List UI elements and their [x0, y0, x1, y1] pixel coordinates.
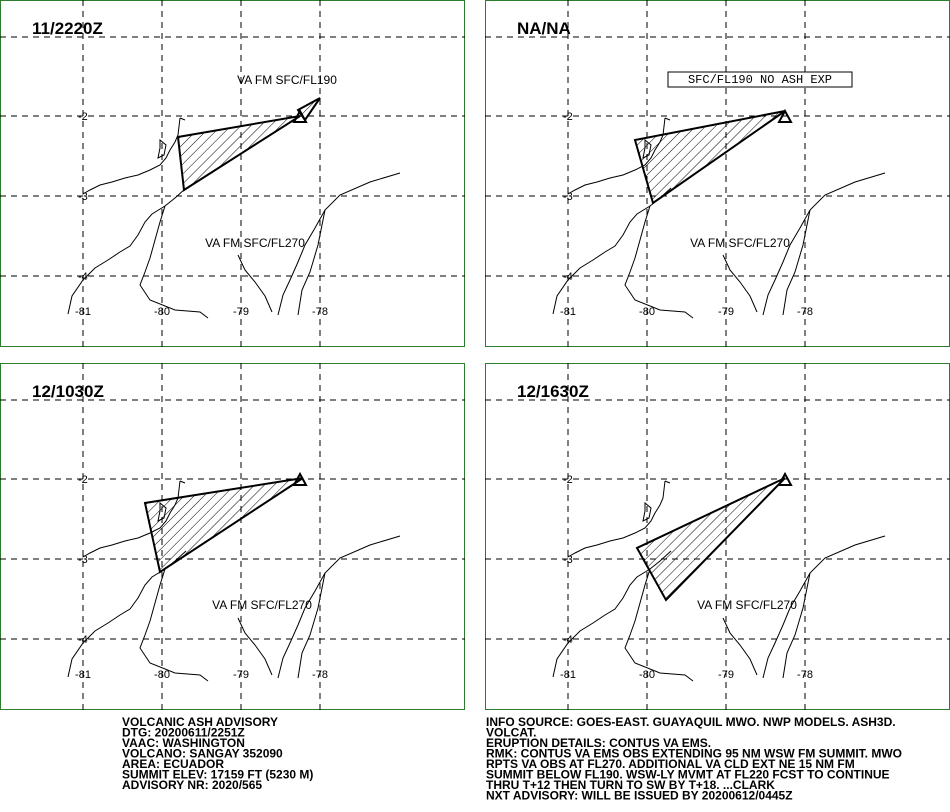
- lat-label: -2: [563, 474, 573, 486]
- advisory-line: THRU T+12 THEN TURN TO SW BY T+18. ...CL…: [486, 778, 775, 792]
- ash-polygon: [176, 115, 301, 192]
- annotation: VA FM SFC/FL270: [690, 236, 790, 250]
- panel-time: NA/NA: [517, 19, 571, 38]
- panel-frame: [0, 0, 465, 347]
- advisory-line: NXT ADVISORY: WILL BE ISSUED BY 20200612…: [486, 789, 793, 803]
- lon-label: -79: [233, 669, 249, 681]
- lat-label: -4: [78, 271, 88, 283]
- annotation: VA FM SFC/FL270: [212, 598, 312, 612]
- panel-time: 11/2220Z: [32, 19, 103, 38]
- lon-label: -81: [560, 669, 576, 681]
- advisory-line: INFO SOURCE: GOES-EAST. GUAYAQUIL MWO. N…: [486, 715, 896, 729]
- ash-polygon: [635, 477, 786, 602]
- panel: VA FM SFC/FL270 12/1030Z -2 -3 -4 -81 -80 -79 -…: [0, 363, 465, 710]
- advisory-line: ERUPTION DETAILS: CONTUS VA EMS.: [486, 736, 711, 750]
- lat-label: -2: [563, 111, 573, 123]
- ash-polygon: [296, 97, 321, 122]
- lon-label: -78: [312, 306, 328, 318]
- ash-polygon: [143, 477, 304, 574]
- advisory-line: ADVISORY NR: 2020/565: [122, 778, 262, 792]
- lon-label: -80: [154, 306, 170, 318]
- advisory-line: VOLCAT.: [486, 726, 536, 740]
- panel-time: 12/1630Z: [517, 382, 589, 401]
- lat-label: -4: [78, 634, 88, 646]
- advisory-line: VAAC: WASHINGTON: [122, 736, 245, 750]
- annotation: VA FM SFC/FL190: [237, 73, 337, 87]
- lon-label: -79: [718, 669, 734, 681]
- ash-polygon: [633, 110, 786, 205]
- panel-frame: [485, 0, 950, 347]
- panel: SFC/FL190 NO ASH EXP VA FM SFC/FL270 NA/…: [485, 0, 950, 347]
- lat-label: -3: [78, 554, 88, 566]
- lat-label: -4: [563, 634, 573, 646]
- advisory-line: SUMMIT BELOW FL190. WSW-LY MVMT AT FL220…: [486, 768, 890, 782]
- lon-label: -78: [312, 669, 328, 681]
- lat-label: -3: [78, 191, 88, 203]
- panel-frame: [0, 363, 465, 710]
- lat-label: -3: [563, 554, 573, 566]
- lat-label: -3: [563, 191, 573, 203]
- lon-label: -81: [75, 669, 91, 681]
- advisory-line: VOLCANIC ASH ADVISORY: [122, 715, 278, 729]
- lon-label: -79: [718, 306, 734, 318]
- panel: VA FM SFC/FL190 VA FM SFC/FL270 11/2220Z…: [0, 0, 465, 347]
- advisory-line: VOLCANO: SANGAY 352090: [122, 747, 283, 761]
- advisory-text: INFO SOURCE: GOES-EAST. GUAYAQUIL MWO. N…: [486, 715, 902, 803]
- lat-label: -2: [78, 111, 88, 123]
- advisory-line: RPTS VA OBS AT FL270. ADDITIONAL VA CLD …: [486, 757, 855, 771]
- lon-label: -78: [797, 669, 813, 681]
- lon-label: -81: [75, 306, 91, 318]
- advisory-line: AREA: ECUADOR: [122, 757, 224, 771]
- lon-label: -78: [797, 306, 813, 318]
- annotation: VA FM SFC/FL270: [205, 236, 305, 250]
- lon-label: -80: [154, 669, 170, 681]
- lat-label: -4: [563, 271, 573, 283]
- annotation: SFC/FL190 NO ASH EXP: [688, 73, 832, 87]
- advisory-line: RMK: CONTUS VA EMS OBS EXTENDING 95 NM W…: [486, 747, 902, 761]
- panel: VA FM SFC/FL270 12/1630Z -2 -3 -4 -81 -80 -79 -…: [485, 363, 950, 710]
- advisory-line: DTG: 20200611/2251Z: [122, 726, 245, 740]
- advisory-line: SUMMIT ELEV: 17159 FT (5230 M): [122, 768, 313, 782]
- lon-label: -80: [639, 669, 655, 681]
- lon-label: -81: [560, 306, 576, 318]
- annotation-box: [667, 71, 853, 88]
- lon-label: -80: [639, 306, 655, 318]
- panel-time: 12/1030Z: [32, 382, 104, 401]
- lon-label: -79: [233, 306, 249, 318]
- annotation: VA FM SFC/FL270: [697, 598, 797, 612]
- lat-label: -2: [78, 474, 88, 486]
